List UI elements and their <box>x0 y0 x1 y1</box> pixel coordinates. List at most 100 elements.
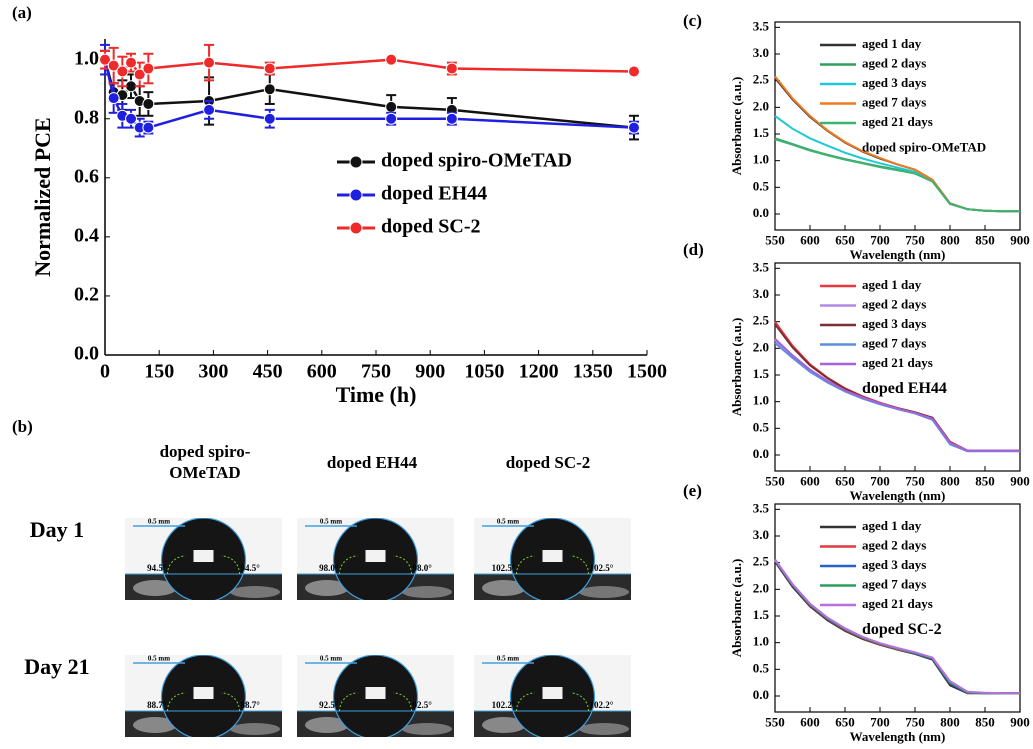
data-point <box>125 56 138 69</box>
data-point <box>627 65 640 78</box>
x-tick-label: 750 <box>361 361 391 383</box>
x-tick-label: 750 <box>905 474 925 489</box>
legend-label: aged 21 days <box>862 114 933 129</box>
y-tick-label: 0.5 <box>753 419 770 434</box>
y-tick-label: 0.6 <box>74 165 99 187</box>
x-tick-label: 850 <box>975 233 995 248</box>
legend-label: aged 1 day <box>862 518 922 533</box>
legend-label: aged 21 days <box>862 355 933 370</box>
y-axis-title: Absorbance (a.u.) <box>729 559 744 658</box>
droplet-reflection <box>365 550 386 562</box>
panel-label: (c) <box>683 11 702 30</box>
legend-label: aged 2 days <box>862 55 926 70</box>
contact-angle: 92.5° <box>413 700 433 710</box>
x-axis-title: Wavelength (nm) <box>850 488 946 503</box>
annotation: doped EH44 <box>862 380 947 397</box>
data-point <box>263 112 276 125</box>
legend-label: doped spiro-OMeTAD <box>381 150 572 172</box>
contact-angle: 102.2° <box>492 700 516 710</box>
legend-label: aged 2 days <box>862 296 926 311</box>
x-tick-label: 600 <box>800 715 820 730</box>
legend-label: aged 7 days <box>862 576 926 591</box>
y-tick-label: 2.0 <box>753 580 769 595</box>
substrate-glare <box>133 580 177 596</box>
x-tick-label: 0 <box>100 361 110 383</box>
x-tick-label: 600 <box>800 233 820 248</box>
droplet-reflection <box>193 687 214 699</box>
x-tick-label: 650 <box>835 233 855 248</box>
substrate-glare <box>482 580 526 596</box>
y-tick-label: 1.0 <box>753 634 769 649</box>
droplet-photo: 0.5 mm 94.5° 94.5° <box>125 518 282 600</box>
contact-angle: 94.5° <box>241 563 261 573</box>
data-point <box>445 62 458 75</box>
y-tick-label: 0.2 <box>74 284 99 306</box>
x-tick-label: 650 <box>835 715 855 730</box>
annotation: doped SC-2 <box>862 621 942 638</box>
data-point <box>385 53 398 66</box>
y-tick-label: 2.5 <box>753 313 770 328</box>
x-axis-title: Time (h) <box>336 382 417 407</box>
y-tick-label: 0.5 <box>753 660 770 675</box>
contact-angle: 102.5° <box>590 563 614 573</box>
legend-label: aged 7 days <box>862 94 926 109</box>
data-point <box>99 53 111 66</box>
x-tick-label: 300 <box>198 361 228 383</box>
contact-angle: 98.0° <box>413 563 433 573</box>
x-tick-label: 750 <box>905 233 925 248</box>
y-axis-title: Absorbance (a.u.) <box>729 77 744 176</box>
y-tick-label: 2.5 <box>753 554 770 569</box>
scale-label: 0.5 mm <box>320 518 342 526</box>
angle-arc <box>516 555 535 575</box>
data-point <box>142 121 155 134</box>
data-point <box>263 83 276 96</box>
y-tick-label: 1.0 <box>753 152 769 167</box>
y-tick-label: 1.0 <box>74 47 99 69</box>
legend-label: aged 1 day <box>862 36 922 51</box>
plot-frame <box>774 21 1021 231</box>
legend-label: aged 2 days <box>862 537 926 552</box>
x-tick-label: 800 <box>940 474 960 489</box>
row-label: Day 21 <box>24 654 89 679</box>
y-axis-title: Normalized PCE <box>30 117 55 276</box>
y-tick-label: 1.5 <box>753 607 770 622</box>
data-point <box>107 92 120 105</box>
y-tick-label: 0.4 <box>74 224 99 246</box>
legend-label: aged 1 day <box>862 277 922 292</box>
column-header: doped EH44 <box>326 453 418 472</box>
series-line <box>104 58 635 77</box>
x-tick-label: 600 <box>307 361 337 383</box>
panel-label: (b) <box>12 417 33 436</box>
x-tick-label: 150 <box>144 361 174 383</box>
scale-label: 0.5 mm <box>497 518 519 526</box>
data-point <box>385 100 398 113</box>
substrate-glare <box>402 586 452 598</box>
x-tick-label: 650 <box>835 474 855 489</box>
legend-label: aged 3 days <box>862 75 926 90</box>
x-tick-label: 900 <box>1010 715 1030 730</box>
y-tick-label: 1.5 <box>753 125 770 140</box>
droplet-photo: 0.5 mm 88.7° 88.7° <box>125 655 282 737</box>
y-tick-label: 1.5 <box>753 366 770 381</box>
x-tick-label: 1050 <box>464 361 504 383</box>
row-label: Day 1 <box>30 517 84 542</box>
x-tick-label: 800 <box>940 233 960 248</box>
angle-arc <box>570 555 589 575</box>
substrate-glare <box>305 580 349 596</box>
droplet-reflection <box>542 550 563 562</box>
contact-angle: 92.5° <box>319 700 339 710</box>
x-tick-label: 1500 <box>627 361 667 383</box>
contact-angle: 98.0° <box>319 563 339 573</box>
substrate-glare <box>230 723 280 735</box>
legend-marker <box>349 155 363 169</box>
x-tick-label: 1350 <box>573 361 613 383</box>
angle-arc <box>570 692 589 712</box>
data-point <box>116 65 129 78</box>
y-tick-label: 3.5 <box>753 18 770 33</box>
y-axis-title: Absorbance (a.u.) <box>729 318 744 417</box>
y-tick-label: 3.0 <box>753 45 769 60</box>
annotation: doped spiro-OMeTAD <box>862 139 986 154</box>
data-point <box>133 68 146 81</box>
substrate-glare <box>133 717 177 733</box>
